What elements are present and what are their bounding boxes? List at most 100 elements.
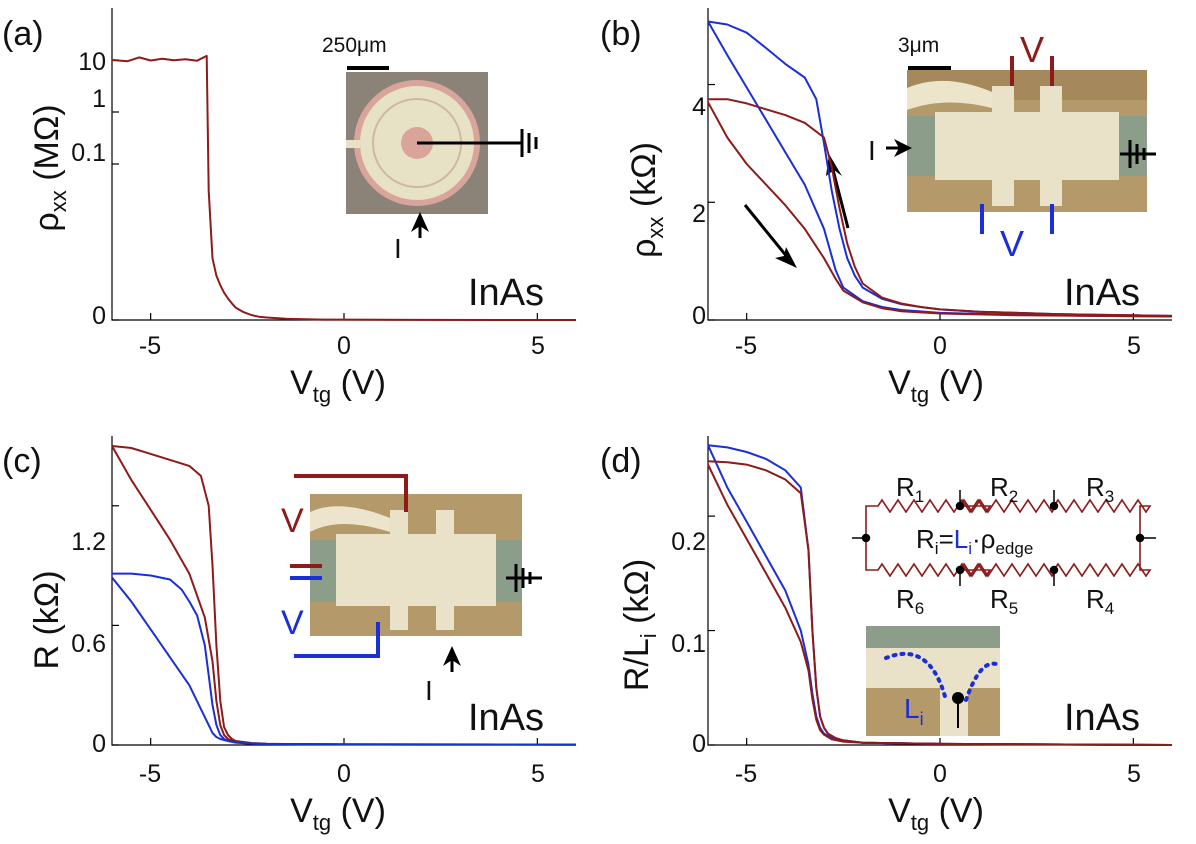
panel-a-xtick-5: 5 — [531, 332, 545, 360]
panel-c-plot — [111, 436, 577, 746]
panel-d-resistor-R4: R4 — [1086, 584, 1114, 618]
panel-d-series-3 — [707, 464, 1173, 746]
panel-d-xticklabels: -5 0 5 — [735, 760, 1141, 788]
current-arrow-icon — [443, 646, 461, 672]
panel-b-v-top-label: V — [1020, 29, 1044, 70]
panel-d-ytick-0.2: 0.2 — [671, 528, 706, 556]
panel-d-xtick-0: 0 — [933, 760, 947, 788]
panel-a-current-label: I — [394, 233, 402, 264]
panel-b-v-bottom-label: V — [1000, 223, 1024, 264]
svg-text:ρxx (MΩ): ρxx (MΩ) — [28, 104, 71, 231]
panel-d-edge-path-left — [884, 651, 948, 702]
panel-a-ytick-0.1: 0.1 — [71, 139, 106, 167]
panel-b: (b) ρxx (kΩ) 4 2 0 -5 0 5 Vtg (V) 3μm — [600, 15, 1156, 407]
panel-b-series-3 — [707, 101, 1173, 318]
panel-b-ytick-0: 0 — [692, 302, 706, 330]
panel-c-xtick-neg5: -5 — [139, 760, 161, 788]
panel-d: (d) R/Li (kΩ) 0.2 0.1 0 -5 0 5 Vtg (V) — [600, 442, 1156, 835]
panel-d-inset-label: Li — [904, 693, 924, 729]
panel-d-resistor-network — [865, 498, 1152, 578]
panel-b-xtick-0: 0 — [933, 332, 947, 360]
ground-icon — [520, 129, 538, 157]
panel-d-ytick-0: 0 — [692, 730, 706, 758]
panel-a-ylabel-sub: xx — [46, 190, 71, 212]
panel-b-plot — [707, 8, 1173, 321]
panel-a-label: (a) — [2, 15, 44, 53]
panel-a-xlabel: Vtg (V) — [290, 364, 386, 407]
panel-d-xtick-5: 5 — [1127, 760, 1141, 788]
panel-d-resistor-R6: R6 — [896, 584, 924, 618]
panel-d-resistor-R1: R1 — [896, 472, 924, 506]
panel-c-v-red-lead — [294, 474, 408, 512]
panel-a-scale-text: 250μm — [322, 34, 387, 57]
panel-a-ytick-10: 10 — [78, 48, 106, 76]
svg-text:R (kΩ): R (kΩ) — [28, 570, 66, 669]
panel-d-xlabel: Vtg (V) — [888, 792, 984, 835]
panel-d-network-nodes — [852, 490, 1156, 586]
panel-b-v-top-marker — [1010, 56, 1054, 86]
panel-b-v-bottom-marker — [980, 204, 1054, 234]
panel-c-inset-photo — [310, 494, 522, 636]
panel-d-formula: Ri=Li·ρedge — [916, 524, 1033, 558]
panel-b-ytick-2: 2 — [692, 200, 706, 228]
panel-c-current-label: I — [425, 675, 433, 706]
panel-d-material: InAs — [1064, 697, 1140, 739]
panel-c-ytick-0: 0 — [92, 730, 106, 758]
panel-b-inset-photo — [907, 70, 1147, 212]
ground-icon — [1120, 140, 1156, 168]
panel-b-label: (b) — [600, 15, 642, 53]
panel-a-xticklabels: -5 0 5 — [139, 332, 545, 360]
panel-c-v-blue-lead — [294, 622, 380, 658]
panel-c-v-red-label: V — [281, 502, 304, 540]
panel-a-ytick-1: 1 — [92, 85, 106, 113]
panel-a-material: InAs — [468, 272, 544, 314]
panel-d-ytick-0.1: 0.1 — [671, 630, 706, 658]
panel-d-label: (d) — [600, 442, 642, 480]
panel-d-inset-photo — [866, 626, 1000, 736]
panel-c-series-3 — [111, 576, 577, 746]
panel-c: (c) R (kΩ) 1.2 0.6 0 -5 0 5 Vtg (V) V — [2, 442, 545, 835]
panel-c-ylabel: R (kΩ) — [28, 570, 66, 669]
panel-d-ylabel: R/Li (kΩ) — [618, 559, 661, 691]
panel-d-resistor-R5: R5 — [990, 584, 1018, 618]
panel-b-series-2 — [708, 98, 1173, 317]
panel-c-label: (c) — [2, 442, 42, 480]
panel-c-ytick-1.2: 1.2 — [71, 528, 106, 556]
panel-b-material: InAs — [1064, 272, 1140, 314]
panel-b-ylabel: ρxx (kΩ) — [625, 142, 668, 258]
panel-b-scale-text: 3μm — [898, 34, 939, 57]
plot-layer — [111, 8, 1173, 746]
panel-a-ylabel-unit: (MΩ) — [28, 104, 66, 190]
panel-c-xtick-5: 5 — [531, 760, 545, 788]
panel-d-xtick-neg5: -5 — [735, 760, 757, 788]
ground-icon — [506, 564, 542, 592]
panel-b-current-label: I — [868, 135, 876, 166]
panel-d-edge-path-right — [964, 661, 998, 702]
panel-d-plot — [707, 436, 1173, 746]
panel-d-resistor-R2: R2 — [990, 472, 1018, 506]
panel-b-ytick-4: 4 — [692, 93, 706, 121]
current-arrow-icon — [886, 139, 912, 157]
svg-text:R/Li (kΩ): R/Li (kΩ) — [618, 559, 661, 691]
panel-a-plot — [111, 8, 576, 321]
panel-c-xticklabels: -5 0 5 — [139, 760, 545, 788]
panel-c-xtick-0: 0 — [337, 760, 351, 788]
panel-c-v-blue-label: V — [281, 604, 304, 642]
panel-a-ylabel: ρxx (MΩ) — [28, 104, 71, 231]
panel-d-resistor-R3: R3 — [1086, 472, 1114, 506]
panel-b-xtick-5: 5 — [1127, 332, 1141, 360]
panel-b-xlabel: Vtg (V) — [888, 364, 984, 407]
panel-c-material: InAs — [468, 697, 544, 739]
sweep-down-arrow-icon — [743, 204, 797, 268]
panel-a-ylabel-main: ρ — [28, 212, 66, 231]
svg-text:ρxx (kΩ): ρxx (kΩ) — [625, 142, 668, 258]
current-arrow-icon — [411, 212, 429, 238]
panel-a: (a) ρxx (MΩ) 10 1 0.1 0 -5 0 5 Vtg (V) 2… — [2, 15, 545, 407]
panel-a-ytick-0: 0 — [92, 302, 106, 330]
panel-b-xticklabels: -5 0 5 — [735, 332, 1141, 360]
panel-c-xlabel: Vtg (V) — [290, 792, 386, 835]
panel-a-xtick-0: 0 — [337, 332, 351, 360]
panel-a-series-0 — [111, 54, 576, 321]
panel-b-xtick-neg5: -5 — [735, 332, 757, 360]
